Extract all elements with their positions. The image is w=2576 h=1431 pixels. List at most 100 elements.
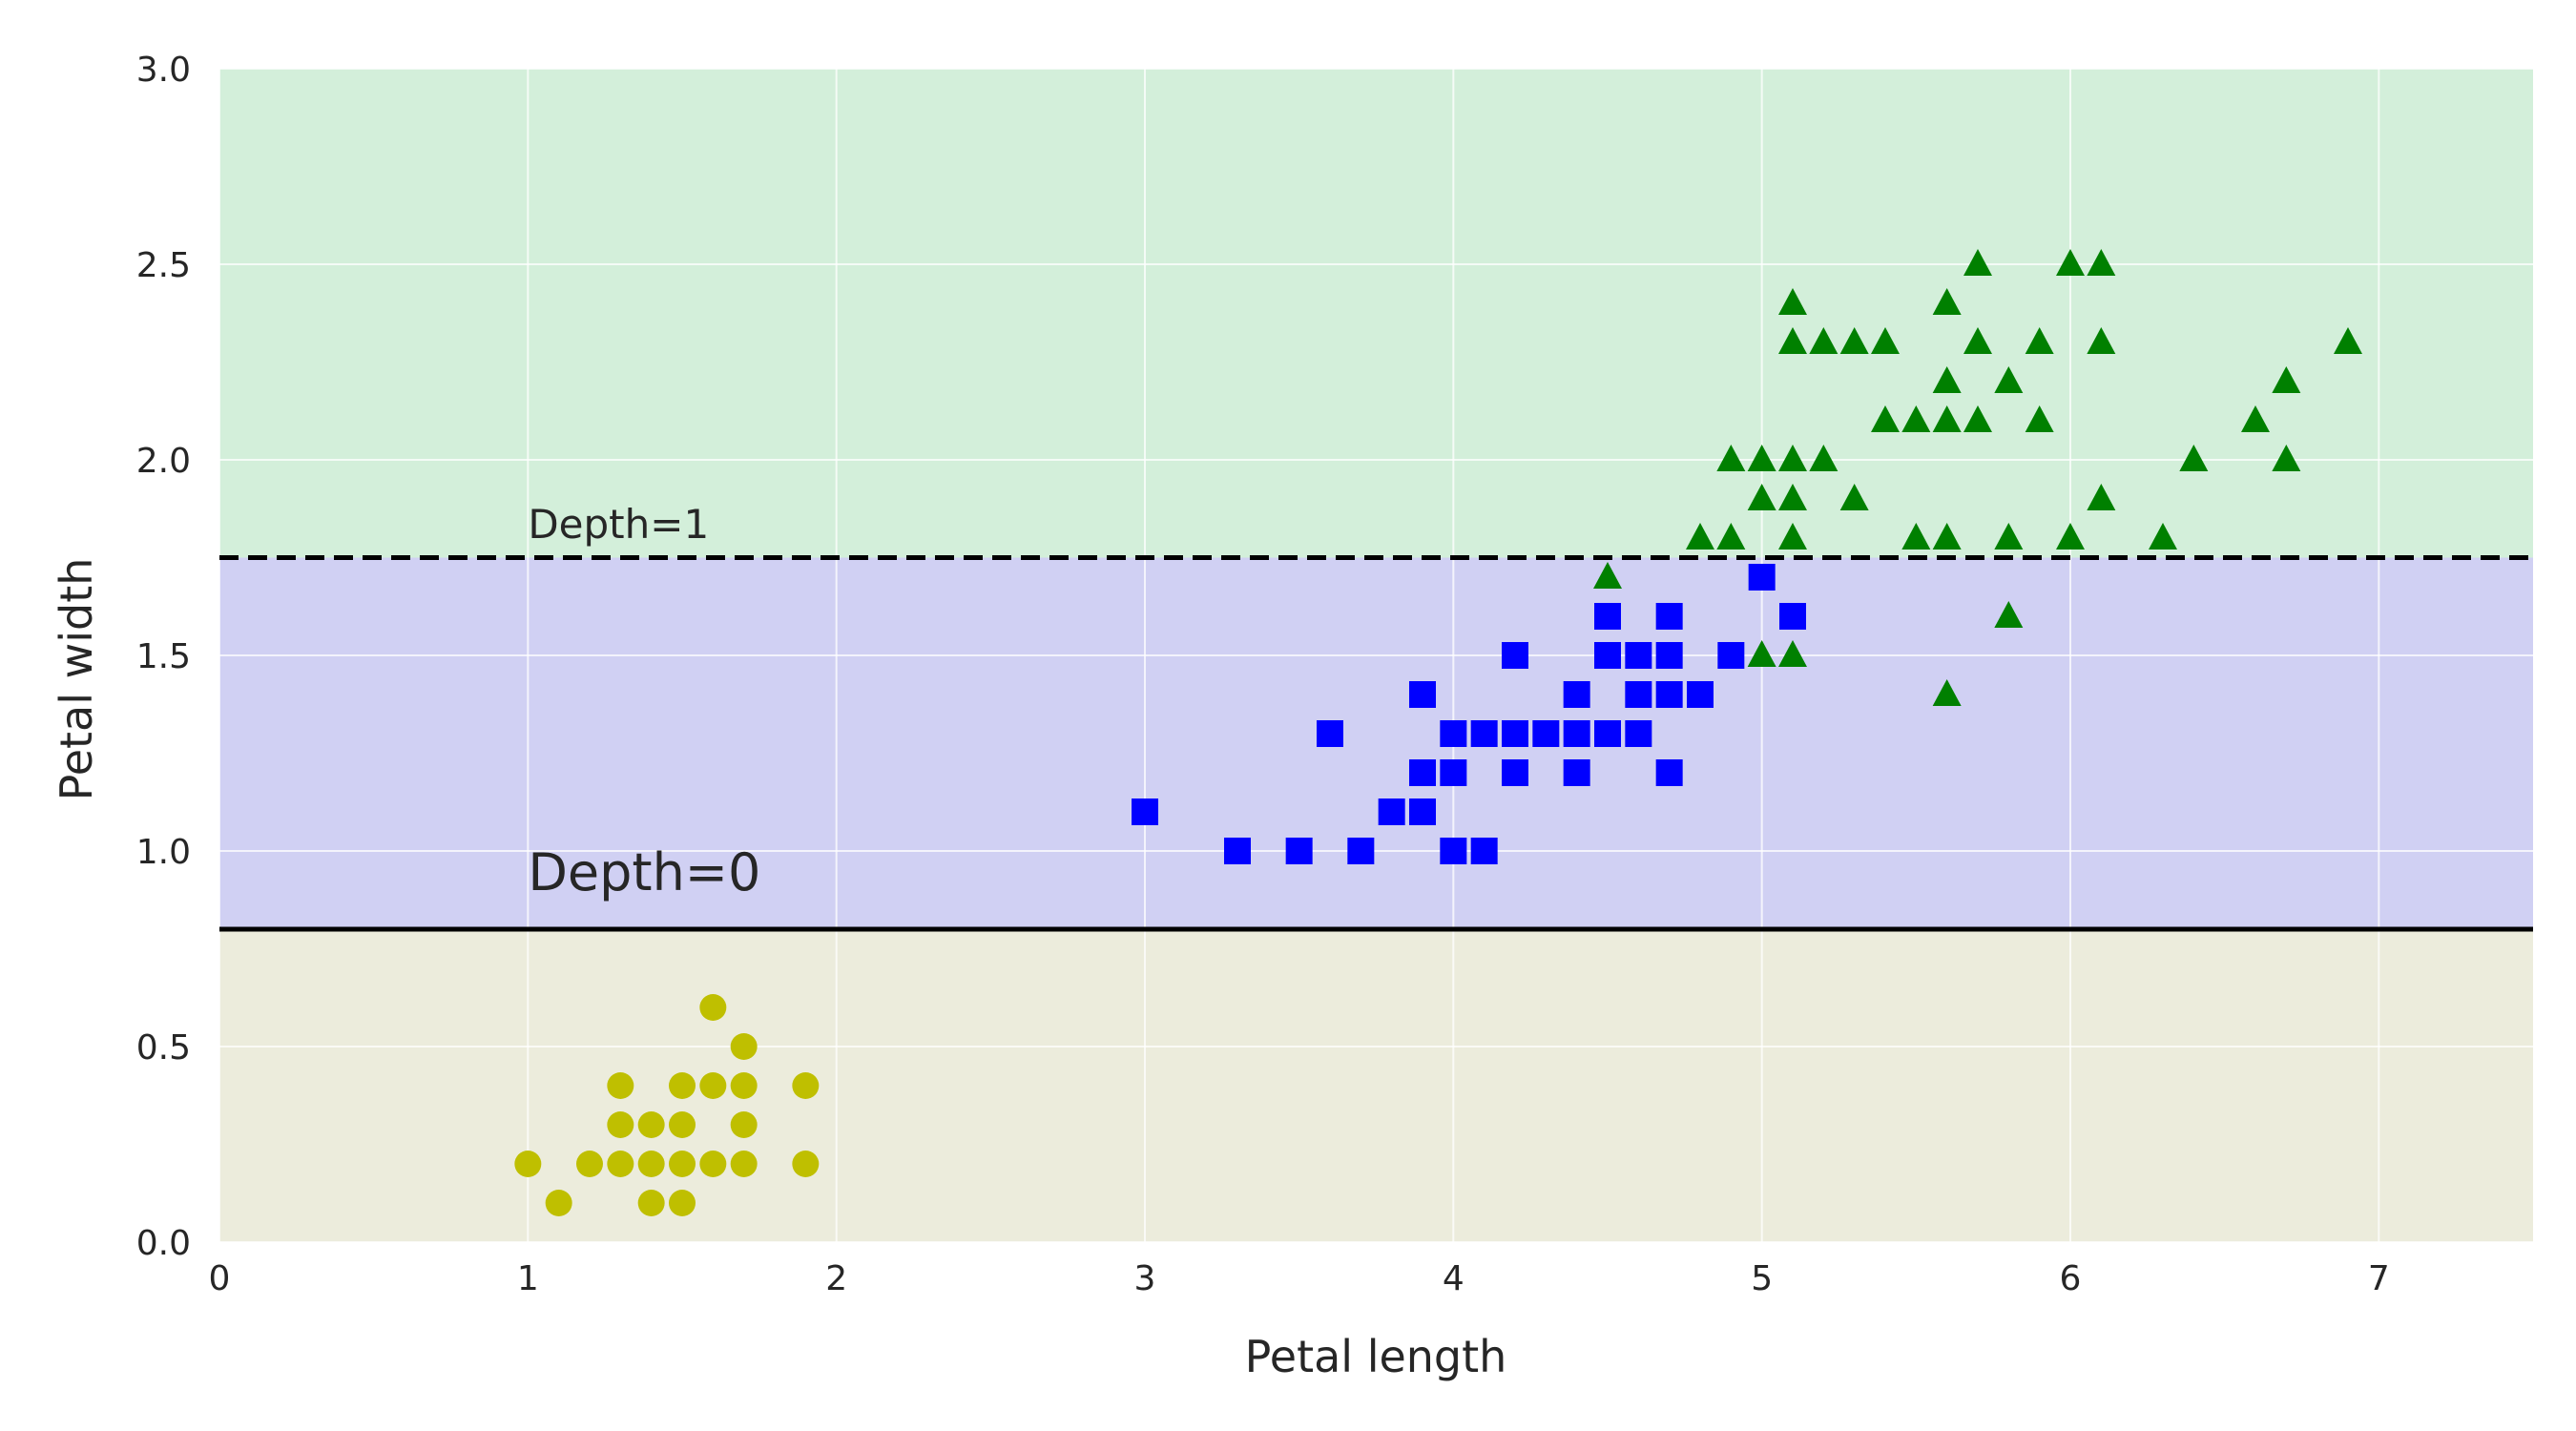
square-point [1594,720,1621,747]
square-point [1532,720,1560,747]
triangle-point [1994,366,2024,393]
decision-boundaries [219,555,2533,932]
triangle-point [2025,405,2054,432]
triangle-point [1901,405,1931,432]
x-axis-ticks: 0 1 2 3 4 5 6 7 [209,1259,2390,1298]
triangle-point [1778,327,1807,354]
triangle-point [2025,327,2054,354]
circle-point [607,1111,634,1138]
triangle-point [1994,523,2024,550]
triangle-point [1932,523,1962,550]
circle-point [699,1151,727,1177]
y-tick-label: 1.0 [136,833,191,872]
y-axis-title: Petal width [51,558,102,801]
x-tick-label: 7 [2368,1259,2390,1298]
circle-point [730,1033,758,1060]
x-tick-label: 5 [1751,1259,1773,1298]
square-point [1594,642,1621,669]
circle-point [514,1151,542,1177]
triangle-point [2087,249,2116,276]
square-point [1655,681,1683,708]
circle-point [637,1111,665,1138]
x-tick-label: 2 [825,1259,847,1298]
data-points [514,249,2362,1216]
square-point [1440,838,1467,864]
y-tick-label: 2.5 [136,246,191,285]
annotations: Depth=0 Depth=1 [528,501,760,902]
circle-point [607,1151,634,1177]
decision-regions [219,69,2533,1242]
region-1 [219,557,2533,929]
y-tick-label: 0.5 [136,1028,191,1068]
square-point [1502,642,1528,669]
triangle-point [2272,366,2301,393]
triangle-point [1716,445,1746,471]
triangle-point [1963,327,1992,354]
square-point [1440,759,1467,786]
triangle-point [2056,523,2085,550]
x-tick-label: 1 [517,1259,539,1298]
circle-point [669,1190,696,1216]
square-point [1655,759,1683,786]
triangle-point [1716,523,1746,550]
triangle-point [1963,249,1992,276]
square-point [1655,603,1683,630]
region-0 [219,929,2533,1242]
triangle-point [2087,327,2116,354]
triangle-point [1747,484,1776,510]
triangle-point [1809,327,1839,354]
square-point [1378,798,1405,825]
square-point [1563,681,1590,708]
triangle-point [2272,445,2301,471]
square-point [1594,603,1621,630]
triangle-point [2179,445,2209,471]
depth-1-label: Depth=1 [528,501,709,548]
circle-point [637,1151,665,1177]
triangle-point [1747,445,1776,471]
triangle-point [1686,523,1714,550]
triangle-point [1994,601,2024,628]
circle-point [699,1072,727,1099]
circle-point [607,1072,634,1099]
square-point [1687,681,1714,708]
circle-point [669,1072,696,1099]
triangle-point [1778,288,1807,315]
triangle-point [2149,523,2177,550]
square-point [1132,798,1158,825]
square-point [1563,720,1590,747]
square-point [1717,642,1745,669]
triangle-point [1871,327,1900,354]
triangle-point [1963,405,1992,432]
square-point [1470,838,1498,864]
square-point [1317,720,1343,747]
triangle-point [1778,640,1807,667]
x-tick-label: 3 [1134,1259,1156,1298]
circle-point [792,1072,820,1099]
square-point [1625,642,1652,669]
triangle-point [1901,523,1931,550]
circle-point [576,1151,603,1177]
square-point [1748,564,1776,591]
square-point [1655,642,1683,669]
triangle-point [2241,405,2270,432]
region-2 [219,69,2533,558]
triangle-point [1839,484,1869,510]
circle-point [792,1151,820,1177]
circle-point [669,1111,696,1138]
square-point [1502,759,1528,786]
circle-point [545,1190,572,1216]
y-tick-label: 2.0 [136,442,191,481]
square-point [1502,720,1528,747]
y-tick-label: 1.5 [136,637,191,676]
triangle-point [1932,679,1962,706]
square-point [1779,603,1806,630]
triangle-point [1932,288,1962,315]
square-point [1285,838,1313,864]
square-point [1563,759,1590,786]
y-axis-ticks: 0.0 0.5 1.0 1.5 2.0 2.5 3.0 [136,51,191,1263]
y-tick-label: 0.0 [136,1224,191,1263]
circle-point [730,1111,758,1138]
square-point [1347,838,1375,864]
triangle-point [1778,523,1807,550]
